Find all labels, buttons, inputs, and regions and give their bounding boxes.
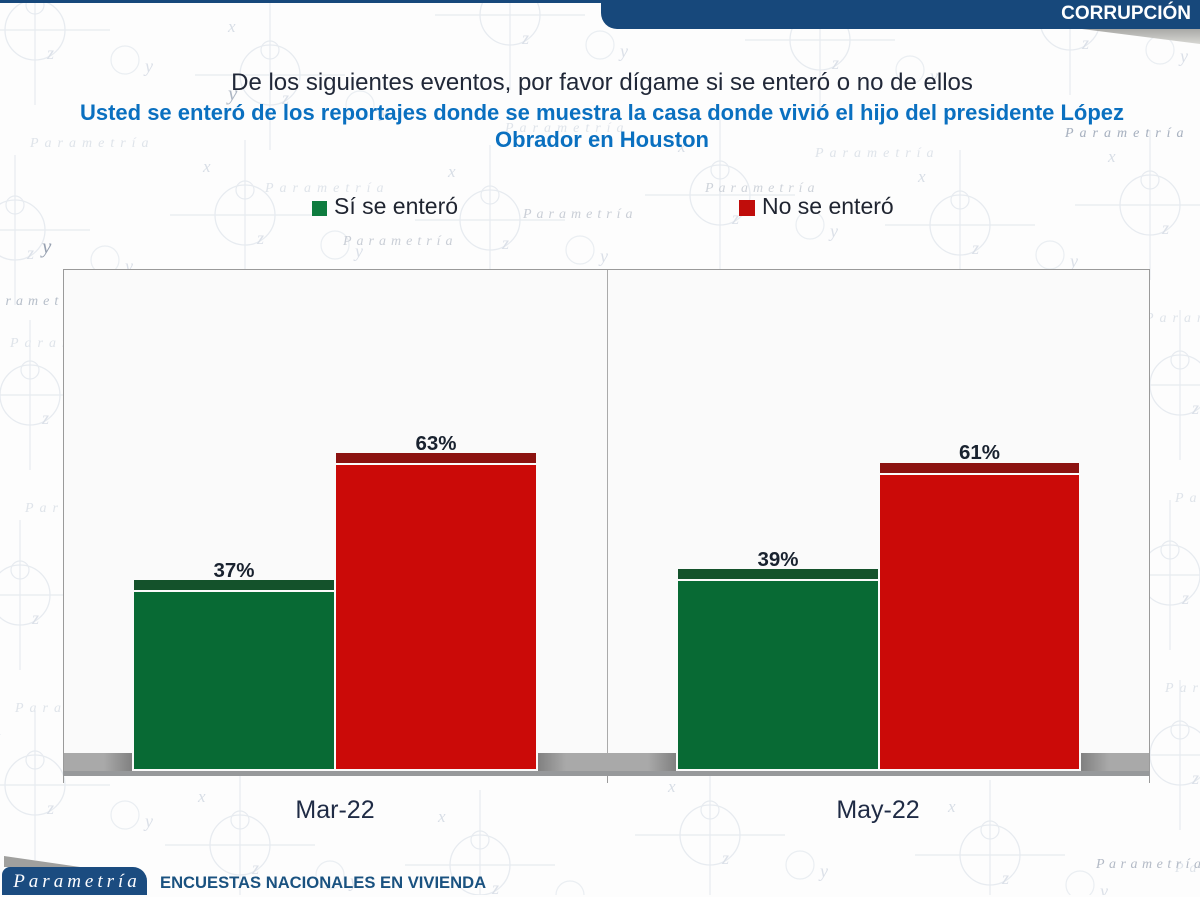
svg-text:Parametría: Parametría <box>342 234 458 249</box>
svg-text:Parametría: Parametría <box>522 207 638 222</box>
svg-text:y: y <box>226 81 238 105</box>
svg-text:y: y <box>40 234 52 258</box>
svg-text:Parametría: Parametría <box>1064 126 1190 141</box>
svg-text:Parametría: Parametría <box>1095 857 1200 872</box>
svg-text:Parametría: Parametría <box>704 181 820 196</box>
